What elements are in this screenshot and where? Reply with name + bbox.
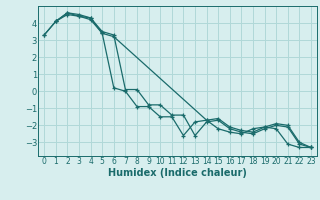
X-axis label: Humidex (Indice chaleur): Humidex (Indice chaleur) <box>108 168 247 178</box>
